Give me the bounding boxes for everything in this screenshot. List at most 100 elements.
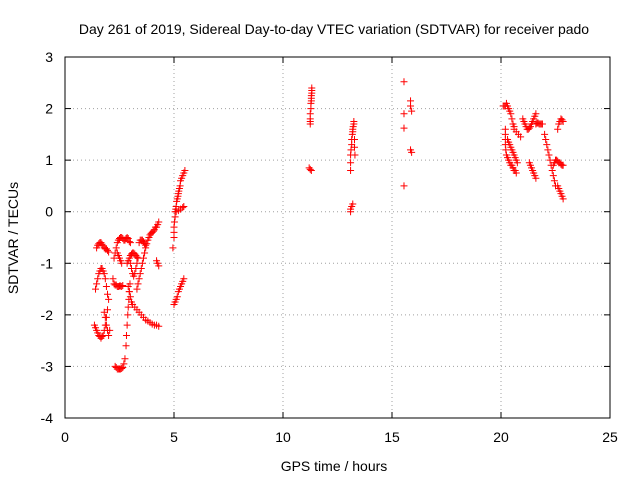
data-point <box>92 285 100 293</box>
data-point <box>124 235 132 243</box>
data-point <box>138 236 146 244</box>
data-point <box>559 117 567 125</box>
data-point <box>125 288 133 296</box>
data-point <box>532 174 540 182</box>
data-point <box>104 290 112 298</box>
x-tick-label: 15 <box>384 429 400 445</box>
data-point <box>101 275 109 283</box>
data-point <box>102 282 110 290</box>
data-point <box>123 234 131 241</box>
grid <box>65 57 610 418</box>
y-tick-label: -1 <box>41 255 54 271</box>
data-point <box>137 264 145 272</box>
data-point <box>549 172 557 180</box>
data-point <box>133 253 141 261</box>
data-point <box>308 84 316 92</box>
data-point <box>93 280 101 288</box>
data-point <box>306 110 314 118</box>
y-axis-label: SDTVAR / TECUs <box>5 182 21 294</box>
data-point <box>155 322 163 330</box>
data-points <box>90 78 567 373</box>
data-point <box>102 321 110 329</box>
data-point <box>149 227 157 235</box>
data-point <box>139 254 147 262</box>
data-point <box>407 102 415 110</box>
data-point <box>502 146 510 154</box>
data-point <box>125 238 133 246</box>
data-point <box>141 249 149 257</box>
data-point <box>351 143 359 151</box>
data-point <box>104 246 112 254</box>
data-point <box>351 136 359 144</box>
data-point <box>350 117 358 125</box>
data-point <box>545 151 553 159</box>
data-point <box>122 331 130 339</box>
y-tick-label: -4 <box>41 410 54 426</box>
data-point <box>101 313 109 321</box>
data-point <box>119 281 127 289</box>
x-tick-label: 25 <box>602 429 618 445</box>
data-point <box>170 218 178 226</box>
x-tick-labels: 0 5 10 15 20 25 <box>61 429 618 445</box>
y-tick-label: 2 <box>45 101 53 117</box>
data-point <box>94 275 102 283</box>
data-point <box>180 275 188 283</box>
data-point <box>98 240 106 248</box>
data-point <box>408 148 416 156</box>
data-point <box>126 259 134 267</box>
data-point <box>408 107 416 115</box>
data-point <box>122 342 130 350</box>
data-point <box>400 182 408 190</box>
data-point <box>155 218 163 226</box>
data-point <box>120 360 128 368</box>
x-tick-label: 5 <box>170 429 178 445</box>
data-point <box>508 115 516 123</box>
data-point <box>181 166 189 174</box>
data-point <box>400 78 408 86</box>
data-point <box>136 270 144 278</box>
data-point <box>133 285 141 293</box>
data-point <box>347 166 355 174</box>
data-point <box>112 244 120 252</box>
data-point <box>532 110 540 118</box>
data-point <box>554 125 562 133</box>
data-point <box>105 331 113 339</box>
data-point <box>541 130 549 138</box>
x-axis-label: GPS time / hours <box>281 458 388 474</box>
data-point <box>400 124 408 132</box>
data-point <box>180 203 188 211</box>
chart-title: Day 261 of 2019, Sidereal Day-to-day VTE… <box>79 21 589 37</box>
data-point <box>106 326 114 334</box>
data-point <box>126 239 134 247</box>
data-point <box>351 151 359 159</box>
data-point <box>124 282 132 290</box>
data-point <box>155 262 163 270</box>
data-point <box>126 293 134 301</box>
data-point <box>98 333 106 341</box>
data-point <box>118 364 126 372</box>
data-point <box>538 120 546 128</box>
data-point <box>105 295 113 303</box>
data-point <box>124 311 132 319</box>
data-point <box>525 124 533 132</box>
data-point <box>173 293 181 301</box>
data-point <box>349 200 357 208</box>
x-tick-label: 10 <box>275 429 291 445</box>
data-point <box>109 275 117 283</box>
data-point <box>118 282 126 290</box>
data-point <box>306 165 314 173</box>
y-tick-labels: -4 -3 -2 -1 0 1 2 3 <box>41 49 54 426</box>
data-point <box>544 146 552 154</box>
data-point <box>138 259 146 267</box>
data-point <box>513 159 521 167</box>
data-point <box>548 166 556 174</box>
data-point <box>559 195 567 203</box>
data-point <box>507 110 515 118</box>
y-tick-label: -2 <box>41 307 54 323</box>
data-point <box>105 248 113 256</box>
data-point <box>100 308 108 316</box>
data-point <box>135 275 143 283</box>
data-point <box>558 116 566 124</box>
data-point <box>141 240 149 248</box>
